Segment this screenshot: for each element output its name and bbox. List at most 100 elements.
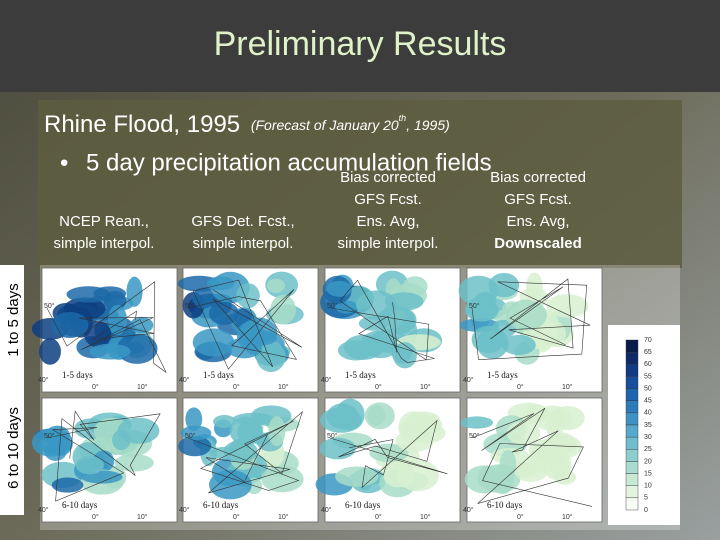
precip-blob — [116, 333, 158, 364]
precip-blob — [554, 470, 577, 485]
colorbar-cell — [625, 485, 639, 499]
precip-blob — [126, 276, 143, 307]
panel-label: 6-10 days — [345, 500, 381, 510]
title: Preliminary Results — [214, 25, 507, 63]
precip-blob — [75, 456, 104, 475]
map-lon-label: 10° — [562, 513, 573, 521]
map-lat-label: 40° — [38, 376, 49, 384]
precip-blob — [223, 440, 258, 463]
map-lon-label: 0° — [375, 383, 382, 391]
precip-blob — [103, 290, 127, 311]
map-panel: 50° 40° 0° 10° 6-10 days — [31, 397, 178, 523]
map-lon-label: 0° — [375, 513, 382, 521]
text-panel — [38, 100, 682, 268]
precip-blob — [256, 340, 286, 373]
map-lat-label: 50° — [469, 302, 480, 310]
column-header: Bias corrected — [490, 169, 586, 186]
column-header: Ens. Avg, — [506, 213, 569, 230]
colorbar-cell — [625, 449, 639, 462]
precip-blob — [506, 421, 541, 446]
colorbar-label: 45 — [644, 398, 652, 405]
precip-blob — [180, 425, 212, 441]
colorbar-label: 5 — [644, 495, 648, 502]
map-panel: 50° 40° 0° 10° 1-5 days — [177, 267, 319, 393]
colorbar-label: 50 — [644, 385, 652, 392]
colorbar-backdrop — [608, 325, 680, 525]
colorbar-cell — [625, 364, 639, 377]
colorbar-cell — [625, 388, 639, 401]
precip-blob — [178, 436, 212, 457]
map-lat-label: 40° — [321, 376, 332, 384]
precip-blob — [364, 402, 395, 430]
precip-blob — [343, 334, 384, 360]
subtitle-main: Rhine Flood, 1995 — [44, 111, 240, 138]
bullet-marker: • — [60, 149, 68, 176]
map-panel: 50° 40° 0° 10° 1-5 days — [320, 267, 461, 393]
precip-blob — [499, 449, 517, 480]
subtitle-sup: th — [399, 113, 407, 123]
precip-blob — [335, 300, 358, 314]
colorbar-label: 20 — [644, 458, 652, 465]
precip-blob — [377, 305, 417, 335]
precip-blob — [51, 477, 84, 493]
map-lat-label: 50° — [44, 432, 55, 440]
column-header: Bias corrected — [340, 169, 436, 186]
precip-blob — [543, 321, 566, 346]
panel-label: 6-10 days — [62, 500, 98, 510]
border-lines — [471, 278, 591, 361]
precip-blob — [270, 294, 296, 325]
border-lines — [329, 279, 435, 363]
colorbar-cell — [625, 461, 639, 474]
column-header: Ens. Avg, — [356, 213, 419, 230]
row-label: 1 to 5 days — [5, 283, 22, 356]
map-lat-label: 50° — [327, 432, 338, 440]
map-lat-label: 50° — [469, 432, 480, 440]
colorbar-label: 60 — [644, 361, 652, 368]
colorbar-label: 70 — [644, 337, 652, 344]
map-lon-label: 10° — [278, 513, 289, 521]
border-lines — [187, 410, 304, 494]
colorbar-cell — [625, 376, 639, 389]
map-lat-label: 40° — [38, 506, 49, 514]
precip-blob — [545, 409, 565, 438]
map-lon-label: 10° — [420, 513, 431, 521]
colorbar-cell — [625, 351, 639, 365]
row-label: 6 to 10 days — [5, 407, 22, 489]
panel-label: 6-10 days — [203, 500, 239, 510]
map-lat-label: 40° — [463, 376, 474, 384]
colorbar-label: 35 — [644, 422, 652, 429]
colorbar-label: 0 — [644, 507, 648, 514]
map-lat-label: 50° — [327, 302, 338, 310]
precip-blob — [185, 407, 203, 431]
precip-blob — [525, 272, 543, 302]
map-lat-label: 40° — [321, 506, 332, 514]
colorbar-cell — [625, 339, 639, 353]
precip-blob — [39, 338, 61, 365]
precip-blob — [501, 334, 536, 355]
precip-blob — [261, 465, 304, 493]
panel-label: 1-5 days — [62, 370, 93, 380]
map-lat-label: 40° — [179, 376, 190, 384]
row-label-strip — [0, 265, 24, 515]
precip-blob — [326, 403, 359, 430]
panel-label: 1-5 days — [487, 370, 518, 380]
bullet-text: 5 day precipitation accumulation fields — [86, 149, 492, 176]
precip-blob — [488, 272, 520, 298]
subtitle-note: (Forecast of January 20 — [251, 117, 399, 133]
border-lines — [46, 281, 167, 373]
precip-blob — [505, 299, 547, 331]
precip-blob — [471, 326, 506, 354]
map-lon-label: 0° — [92, 513, 99, 521]
border-lines — [46, 410, 161, 502]
precip-blob — [112, 429, 131, 451]
colorbar-label: 55 — [644, 373, 652, 380]
border-lines — [187, 279, 303, 370]
colorbar-label: 25 — [644, 446, 652, 453]
border-lines — [471, 407, 593, 507]
precip-blob — [84, 321, 112, 348]
precip-blob — [236, 283, 260, 309]
map-lon-label: 10° — [278, 383, 289, 391]
subtitle: Rhine Flood, 1995 (Forecast of January 2… — [44, 111, 450, 138]
precip-blob — [206, 276, 235, 291]
map-panel: 50° 40° 0° 10° 6-10 days — [315, 397, 461, 523]
